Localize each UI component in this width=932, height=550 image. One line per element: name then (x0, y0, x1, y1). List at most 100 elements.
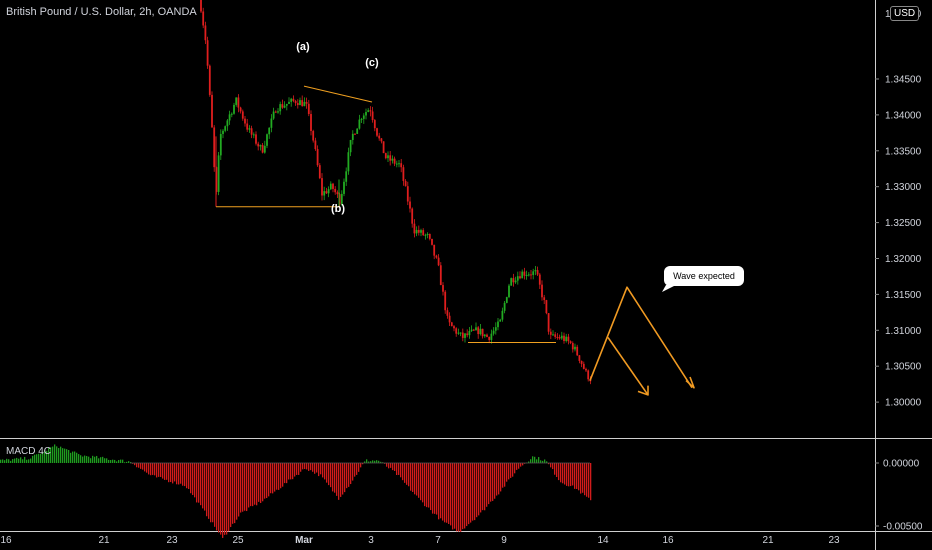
macd-bar-negative (144, 463, 146, 472)
macd-bar-negative (562, 463, 564, 484)
candle-down (549, 331, 552, 335)
candle-up (514, 280, 517, 283)
candle-up (525, 275, 528, 277)
macd-bar-negative (152, 463, 154, 475)
candle-down (393, 158, 396, 164)
macd-bar-negative (474, 463, 476, 521)
macd-bar-negative (316, 463, 318, 473)
macd-bar-positive (376, 460, 378, 463)
macd-bar-positive (120, 459, 122, 463)
candle-down (523, 271, 526, 276)
candle-down (307, 103, 310, 115)
candle-up (345, 171, 348, 182)
macd-bar-negative (278, 463, 280, 490)
macd-bar-negative (470, 463, 472, 523)
candle-down (538, 274, 541, 285)
candle-up (574, 346, 576, 350)
macd-bar-negative (558, 463, 560, 481)
time-tick-label: 7 (435, 535, 441, 546)
macd-bar-negative (282, 463, 284, 487)
macd-bar-negative (276, 463, 278, 490)
candle-down (435, 255, 438, 258)
wave-a-c-trendline (303, 85, 373, 103)
macd-bar-negative (168, 463, 170, 483)
macd-bar-negative (328, 463, 330, 486)
macd-bar-negative (230, 463, 232, 528)
macd-bar-negative (418, 463, 420, 498)
macd-bar-negative (456, 463, 458, 532)
macd-bar-negative (496, 463, 498, 496)
candle-up (565, 336, 568, 342)
macd-bar-negative (466, 463, 468, 527)
macd-bar-negative (198, 463, 200, 503)
candle-down (488, 336, 491, 340)
macd-bar-negative (146, 463, 148, 473)
macd-bar-negative (416, 463, 418, 496)
candle-down (301, 100, 304, 107)
price-tick-label: 1.32000 (885, 254, 922, 265)
macd-bar-positive (534, 456, 536, 463)
candle-up (358, 119, 361, 129)
candle-up (501, 310, 504, 320)
candle-up (534, 270, 537, 272)
macd-bar-positive (14, 458, 16, 463)
macd-bar-negative (480, 463, 482, 513)
candle-up (362, 115, 365, 119)
macd-bar-positive (76, 452, 78, 463)
macd-bar-positive (64, 448, 66, 463)
macd-bar-negative (162, 463, 164, 479)
time-tick-label: 25 (232, 535, 244, 546)
currency-badge[interactable]: USD (890, 6, 920, 21)
candle-up (259, 145, 262, 147)
macd-bar-negative (172, 463, 174, 484)
macd-bar-negative (414, 463, 416, 495)
macd-bar-negative (354, 463, 356, 477)
macd-bar-negative (468, 463, 470, 525)
macd-bar-negative (332, 463, 334, 492)
candle-down (389, 155, 392, 161)
candle-up (527, 274, 530, 276)
macd-bar-negative (448, 463, 450, 524)
time-tick-label: Mar (295, 535, 313, 546)
macd-bar-negative (484, 463, 486, 511)
macd-bar-positive (78, 454, 80, 463)
macd-bar-positive (106, 458, 108, 463)
candle-up (356, 128, 359, 134)
macd-bar-negative (420, 463, 422, 501)
macd-bar-negative (334, 463, 336, 493)
macd-bar-negative (192, 463, 194, 495)
macd-tick-label: 0.00000 (883, 459, 920, 470)
macd-bar-positive (368, 461, 370, 463)
macd-bar-negative (478, 463, 480, 516)
macd-bar-negative (360, 463, 362, 468)
candle-down (305, 101, 308, 104)
candle-up (503, 302, 506, 311)
macd-bar-negative (304, 463, 306, 470)
candle-up (272, 111, 275, 119)
candle-down (400, 163, 403, 168)
macd-bar-positive (542, 460, 544, 463)
macd-bar-positive (84, 455, 86, 463)
macd-bar-negative (226, 463, 228, 535)
macd-bar-positive (32, 455, 34, 463)
macd-bar-negative (472, 463, 474, 521)
macd-bar-negative (180, 463, 182, 484)
candle-down (314, 140, 317, 150)
macd-bar-negative (570, 463, 572, 487)
candle-up (222, 130, 224, 134)
macd-bar-negative (142, 463, 144, 470)
candle-down (530, 274, 532, 276)
macd-bar-negative (340, 463, 342, 497)
price-tick-label: 1.33500 (885, 146, 922, 157)
macd-bar-negative (338, 463, 340, 500)
candle-up (268, 127, 271, 135)
macd-bar-positive (96, 455, 98, 463)
candle-up (299, 100, 301, 106)
macd-bar-negative (580, 463, 582, 494)
macd-bar-negative (158, 463, 160, 477)
macd-bar-negative (322, 463, 324, 478)
macd-bar-negative (164, 463, 166, 480)
candle-down (281, 104, 284, 108)
macd-bar-negative (492, 463, 494, 501)
